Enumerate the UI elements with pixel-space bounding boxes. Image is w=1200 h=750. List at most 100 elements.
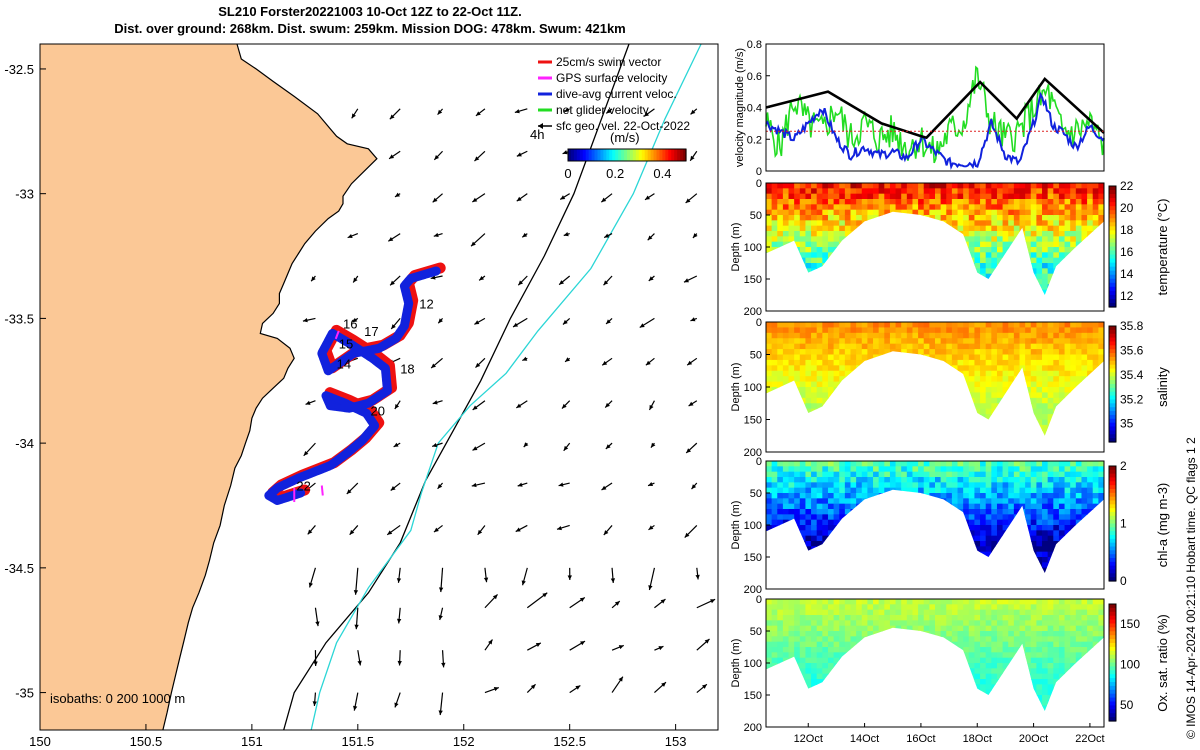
depth-cell [850, 183, 857, 189]
depth-cell [816, 487, 823, 494]
velocity-arrow-head [394, 404, 400, 409]
depth-cell [1042, 241, 1049, 248]
depth-cell [1081, 199, 1088, 205]
depth-cell [1075, 471, 1083, 478]
depth-cell [811, 387, 818, 394]
depth-cell [957, 332, 964, 339]
depth-cell [822, 466, 829, 473]
depth-cell [1047, 487, 1054, 494]
depth-cell [980, 209, 987, 216]
depth-cell [1075, 199, 1083, 205]
depth-cell [918, 188, 925, 195]
depth-cell [805, 535, 812, 542]
depth-cell [799, 392, 807, 399]
depth-ytick-label: 50 [750, 350, 762, 362]
depth-cell [782, 647, 790, 653]
velocity-arrow-head [516, 403, 522, 408]
depth-cell [1002, 188, 1009, 195]
depth-cell [827, 471, 835, 478]
depth-cell [777, 641, 784, 648]
depth-cell [827, 509, 835, 515]
depth-cell [1002, 514, 1009, 521]
depth-cell [968, 327, 976, 334]
depth-cell [912, 188, 919, 195]
depth-cell [1092, 461, 1099, 467]
depth-cell [985, 349, 992, 356]
velocity-arrow-head [315, 621, 320, 627]
depth-cell [1042, 257, 1049, 264]
depth-cell [1075, 193, 1083, 200]
depth-cell [1075, 370, 1083, 377]
depth-cell [861, 188, 868, 195]
depth-cell [968, 482, 976, 489]
depth-cell [794, 519, 801, 526]
depth-cell [1081, 204, 1088, 211]
depth-cell [935, 471, 942, 478]
depth-cell [906, 487, 914, 494]
depth-cell [968, 477, 976, 483]
depth-cell [788, 231, 795, 237]
depth-cell [1008, 466, 1015, 473]
depth-cell [957, 204, 964, 211]
depth-cell [1008, 509, 1015, 515]
depth-cell [906, 209, 914, 216]
depth-cell [794, 183, 801, 189]
depth-cell [1030, 257, 1037, 264]
cbar-cell [1109, 489, 1116, 494]
depth-cell [1019, 332, 1026, 339]
depth-ytick-label: 0 [756, 317, 762, 329]
depth-cell [878, 471, 885, 478]
depth-cell [1042, 188, 1049, 195]
depth-cell [1058, 215, 1066, 221]
depth-cell [1053, 509, 1060, 515]
depth-cell [766, 220, 773, 227]
day-label-17: 17 [364, 324, 378, 339]
depth-cell [985, 231, 992, 237]
depth-cell [991, 252, 998, 259]
depth-cell [946, 183, 953, 189]
depth-cell [766, 215, 773, 221]
depth-cell [935, 209, 942, 216]
depth-cell [1047, 183, 1054, 189]
depth-cell [771, 349, 778, 356]
cbar-tick-label: 35.6 [1120, 343, 1144, 357]
depth-cell [1042, 354, 1049, 361]
depth-cell [782, 343, 790, 350]
depth-cell [985, 332, 992, 339]
depth-cell [980, 403, 987, 410]
depth-cell [980, 397, 987, 404]
depth-cell [799, 241, 807, 248]
depth-cell [1098, 482, 1104, 489]
depth-cell [929, 327, 936, 334]
cbar-cell [1109, 258, 1116, 264]
depth-cell [766, 241, 773, 248]
depth-cell [951, 225, 959, 232]
depth-cell [777, 599, 784, 605]
depth-cell [1008, 327, 1015, 334]
depth-cell [974, 461, 981, 467]
depth-cell [856, 199, 863, 205]
depth-cell [805, 183, 812, 189]
depth-cell [985, 397, 992, 404]
depth-cell [1098, 498, 1104, 505]
depth-cell [1036, 503, 1043, 510]
depth-cell [771, 376, 778, 383]
depth-cell [974, 209, 981, 216]
depth-cell [968, 241, 976, 248]
depth-cell [1002, 519, 1009, 526]
depth-cell [996, 199, 1004, 205]
depth-cell [985, 414, 992, 421]
depth-cell [1098, 209, 1104, 216]
depth-cell [957, 193, 964, 200]
depth-cell [794, 220, 801, 227]
depth-cell [963, 349, 970, 356]
depth-cell [833, 209, 840, 216]
depth-cell [935, 493, 942, 499]
depth-cell [766, 482, 773, 489]
depth-cell [1075, 376, 1083, 383]
depth-cell [935, 193, 942, 200]
depth-cell [929, 193, 936, 200]
depth-cell [799, 188, 807, 195]
depth-cell [867, 322, 874, 329]
depth-cell [782, 487, 790, 494]
